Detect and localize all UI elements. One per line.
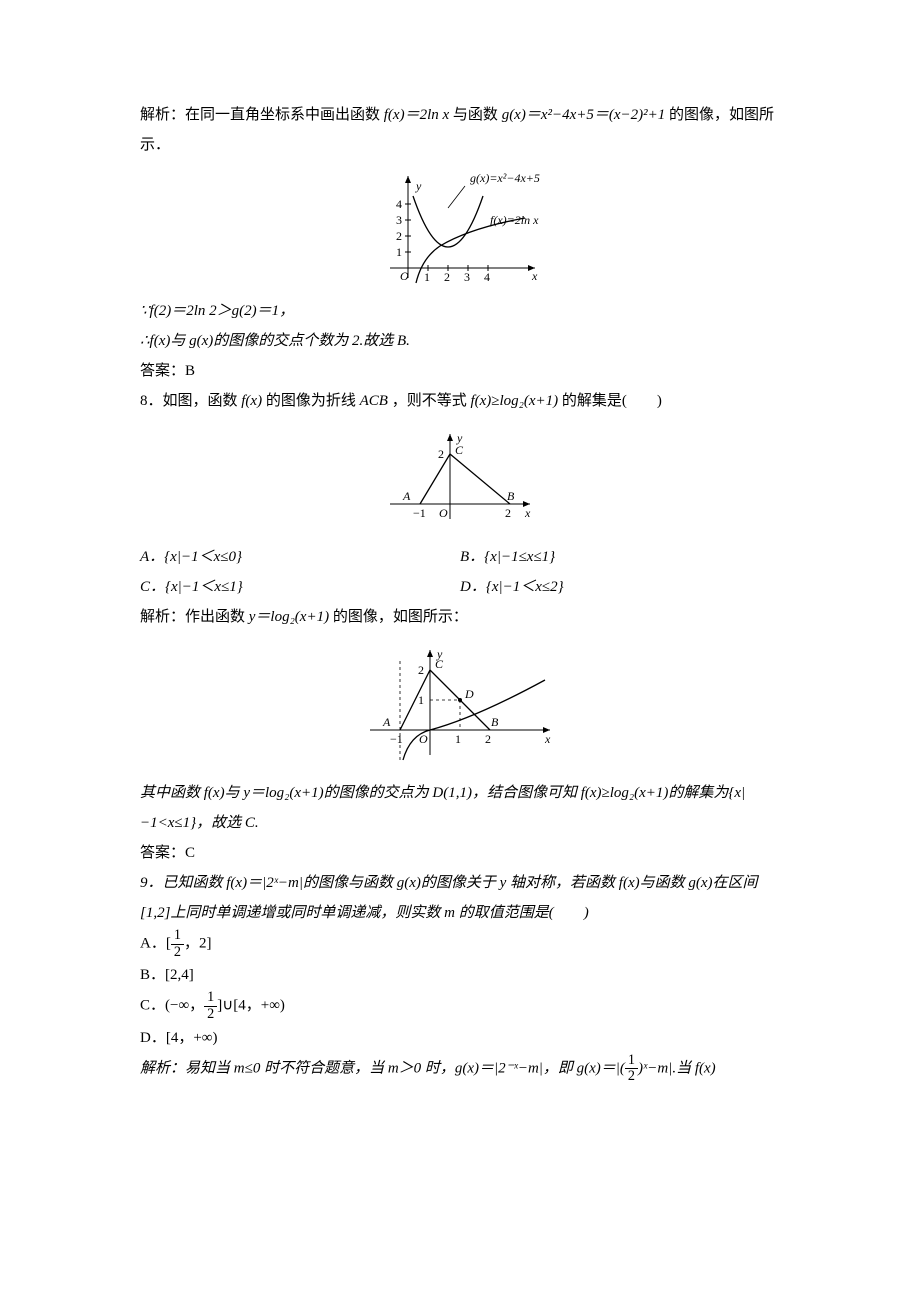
svg-text:1: 1 <box>424 270 430 284</box>
svg-text:1: 1 <box>396 245 402 259</box>
svg-text:1: 1 <box>418 693 424 707</box>
q7-answer: 答案：B <box>140 356 780 386</box>
svg-text:4: 4 <box>484 270 490 284</box>
q9-optD: D．[4，+∞) <box>140 1023 780 1053</box>
q8-stem: 8．如图，函数 f(x) 的图像为折线 ACB ，则不等式 f(x)≥log₂(… <box>140 386 780 416</box>
svg-text:B: B <box>491 715 499 729</box>
svg-text:y: y <box>436 647 443 661</box>
q8-figure2: A C B D O −1 1 2 1 2 y x <box>140 640 780 770</box>
svg-text:1: 1 <box>455 732 461 746</box>
svg-text:A: A <box>382 715 391 729</box>
svg-text:C: C <box>455 443 464 457</box>
text: 与函数 <box>453 107 502 123</box>
q8-options: A．{x|−1＜x≤0} B．{x|−1≤x≤1} C．{x|−1＜x≤1} D… <box>140 542 780 602</box>
q8-optC: C．{x|−1＜x≤1} <box>140 572 460 602</box>
q8-optB: B．{x|−1≤x≤1} <box>460 542 780 572</box>
q9-stem: 9．已知函数 f(x)＝|2ˣ−m|的图像与函数 g(x)的图像关于 y 轴对称… <box>140 868 780 928</box>
svg-text:y: y <box>456 431 463 445</box>
q9-options: A．[12，2] B．[2,4] C．(−∞，12]∪[4，+∞) D．[4，+… <box>140 928 780 1053</box>
q9-optA: A．[12，2] <box>140 928 780 960</box>
q8-optA: A．{x|−1＜x≤0} <box>140 542 460 572</box>
svg-text:x: x <box>524 506 531 520</box>
svg-text:g(x)=x²−4x+5: g(x)=x²−4x+5 <box>470 171 540 185</box>
svg-text:O: O <box>439 506 448 520</box>
q8-sol-intro: 解析：作出函数 y＝log₂(x+1) 的图像，如图所示： <box>140 602 780 632</box>
q7-line1: ∵f(2)＝2ln 2＞g(2)＝1， <box>140 296 780 326</box>
svg-text:D: D <box>464 687 474 701</box>
q7-line2: ∴f(x)与 g(x)的图像的交点个数为 2.故选 B. <box>140 326 780 356</box>
svg-text:B: B <box>507 489 515 503</box>
q9-optB: B．[2,4] <box>140 960 780 990</box>
svg-text:O: O <box>400 269 409 283</box>
svg-text:4: 4 <box>396 197 402 211</box>
q7-figure: O y x 1 2 3 4 1 2 3 4 g(x)=x²−4x+5 f(x)=… <box>140 168 780 288</box>
svg-text:3: 3 <box>396 213 402 227</box>
svg-text:2: 2 <box>438 447 444 461</box>
g-expr: g(x)＝x²−4x+5＝(x−2)²+1 <box>502 107 666 123</box>
q7-analysis: 解析：在同一直角坐标系中画出函数 f(x)＝2ln x 与函数 g(x)＝x²−… <box>140 100 780 160</box>
q9-sol: 解析：易知当 m≤0 时不符合题意，当 m＞0 时，g(x)＝|2⁻ˣ−m|，即… <box>140 1053 780 1085</box>
q8-optD: D．{x|−1＜x≤2} <box>460 572 780 602</box>
f-expr: f(x)＝2ln x <box>384 107 449 123</box>
q9-optC: C．(−∞，12]∪[4，+∞) <box>140 990 780 1022</box>
svg-text:2: 2 <box>444 270 450 284</box>
q8-answer: 答案：C <box>140 838 780 868</box>
svg-text:2: 2 <box>396 229 402 243</box>
svg-text:A: A <box>402 489 411 503</box>
svg-text:2: 2 <box>485 732 491 746</box>
svg-text:y: y <box>415 179 422 193</box>
svg-text:x: x <box>544 732 551 746</box>
text: 解析：在同一直角坐标系中画出函数 <box>140 107 384 123</box>
svg-text:2: 2 <box>418 663 424 677</box>
svg-text:−1: −1 <box>390 732 403 746</box>
svg-text:3: 3 <box>464 270 470 284</box>
q8-figure1: A C B O −1 2 2 y x <box>140 424 780 534</box>
svg-text:x: x <box>531 269 538 283</box>
q8-sol-body: 其中函数 f(x)与 y＝log₂(x+1)的图像的交点为 D(1,1)，结合图… <box>140 778 780 838</box>
svg-text:f(x)=2ln x: f(x)=2ln x <box>490 213 539 227</box>
svg-text:−1: −1 <box>413 506 426 520</box>
svg-text:O: O <box>419 732 428 746</box>
svg-text:2: 2 <box>505 506 511 520</box>
